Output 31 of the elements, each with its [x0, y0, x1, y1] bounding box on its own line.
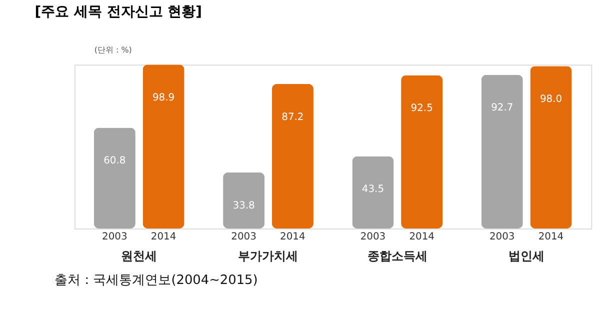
bar [272, 84, 314, 229]
data-label: 98.9 [152, 92, 175, 104]
series-label: 2014 [150, 231, 176, 242]
chart-title: [주요 세목 전자신고 현황] [34, 4, 202, 20]
bar [481, 74, 523, 229]
x-tick-label: 종합소득세 [367, 248, 428, 263]
text: 2014 [538, 231, 564, 242]
series-label: 2003 [102, 231, 128, 242]
data-label: 98.0 [540, 94, 562, 105]
bar [94, 128, 136, 229]
text: 2014 [409, 231, 434, 242]
text: 2003 [489, 231, 515, 242]
data-label: 43.5 [362, 184, 384, 196]
data-label: 92.5 [410, 102, 433, 114]
x-tick-label: 원천세 [121, 248, 158, 263]
bar [223, 172, 265, 229]
bar [401, 75, 443, 229]
text: 2014 [280, 231, 306, 242]
x-tick-label: 부가가치세 [238, 248, 298, 263]
text: (단위 : %) [94, 46, 132, 55]
bar [530, 66, 572, 229]
source-note: 출처 : 국세통계연보(2004~2015) [54, 273, 258, 288]
text: 2003 [360, 231, 386, 242]
bar [142, 64, 184, 229]
data-label: 92.7 [491, 102, 514, 114]
data-label: 87.2 [282, 112, 304, 123]
data-label: 33.8 [232, 200, 255, 212]
bar [352, 156, 394, 229]
data-label: 60.8 [104, 156, 126, 167]
text: 2003 [231, 231, 256, 242]
x-tick-label: 법인세 [508, 248, 545, 263]
